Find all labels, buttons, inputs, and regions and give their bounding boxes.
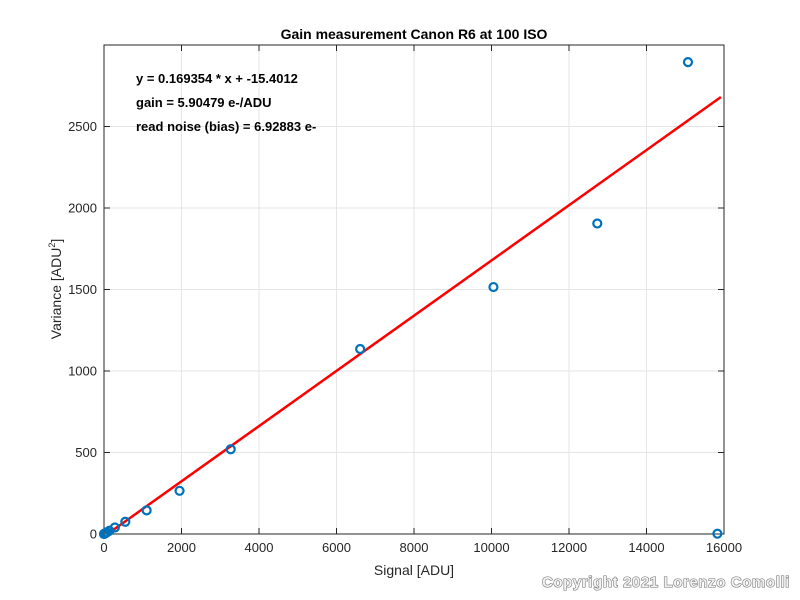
x-tick-label: 16000 bbox=[706, 540, 742, 555]
fit-equation-annotation: y = 0.169354 * x + -15.4012 bbox=[136, 71, 298, 86]
x-tick-label: 14000 bbox=[628, 540, 664, 555]
fit-line-group bbox=[105, 96, 722, 534]
x-tick-label: 4000 bbox=[245, 540, 274, 555]
x-tick-label: 8000 bbox=[400, 540, 429, 555]
data-point bbox=[488, 281, 499, 293]
y-tick-label: 500 bbox=[75, 445, 97, 460]
x-tick-label: 2000 bbox=[167, 540, 196, 555]
x-axis-label: Signal [ADU] bbox=[374, 562, 454, 578]
fit-line bbox=[105, 96, 722, 534]
tick-labels: 0 2000 4000 6000 8000 10000 12000 14000 16000 0 50… bbox=[68, 119, 742, 555]
y-tick-label: 2000 bbox=[68, 201, 97, 216]
x-tick-label: 6000 bbox=[322, 540, 351, 555]
data-point bbox=[592, 218, 603, 229]
data-point bbox=[682, 57, 694, 68]
chart-title: Gain measurement Canon R6 at 100 ISO bbox=[281, 26, 548, 42]
data-point bbox=[225, 444, 236, 455]
data-point bbox=[109, 522, 120, 533]
data-point bbox=[141, 505, 152, 516]
y-tick-label: 1500 bbox=[68, 282, 97, 297]
gain-annotation: gain = 5.90479 e-/ADU bbox=[136, 95, 271, 110]
y-axis-label-close: ] bbox=[48, 239, 64, 243]
y-axis-label: Variance [ADU2] bbox=[47, 239, 64, 339]
grid-lines bbox=[103, 45, 725, 535]
data-points bbox=[98, 57, 723, 540]
data-point bbox=[712, 528, 723, 539]
x-tick-label: 12000 bbox=[551, 540, 587, 555]
data-point bbox=[355, 343, 366, 355]
read-noise-annotation: read noise (bias) = 6.92883 e- bbox=[136, 119, 316, 134]
y-tick-label: 0 bbox=[90, 527, 97, 542]
data-point bbox=[120, 516, 131, 527]
y-tick-label: 2500 bbox=[68, 119, 97, 134]
x-tick-label: 0 bbox=[100, 540, 107, 555]
y-axis-label-superscript: 2 bbox=[47, 243, 57, 248]
copyright-watermark: Copyright 2021 Lorenzo Comolli bbox=[542, 574, 790, 591]
y-tick-label: 1000 bbox=[68, 364, 97, 379]
x-tick-label: 10000 bbox=[473, 540, 509, 555]
y-axis-label-main: Variance [ADU bbox=[48, 248, 64, 340]
data-point bbox=[174, 485, 185, 496]
